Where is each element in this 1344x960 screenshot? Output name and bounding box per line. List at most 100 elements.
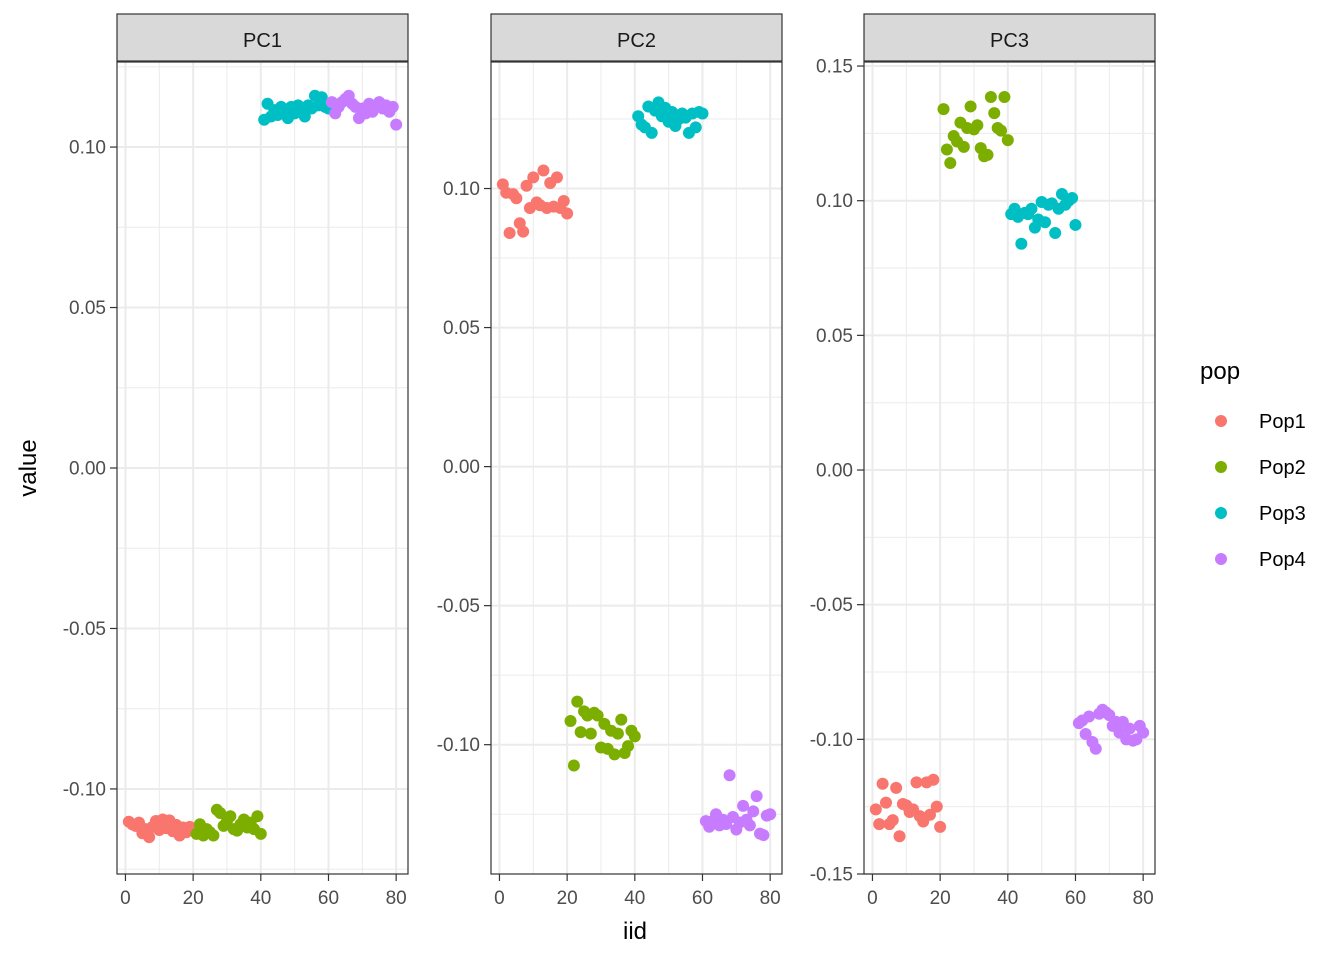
data-point [964,100,977,113]
x-axis-title: iid [623,918,647,945]
series-pop3 [1005,187,1082,250]
y-tick-label: 0.05 [816,326,853,347]
series-pop1 [122,813,200,844]
legend-label: Pop4 [1259,549,1306,571]
x-tick-label: 20 [183,888,204,909]
data-point [550,171,563,184]
y-tick-label: 0.10 [816,191,853,212]
y-tick-label: 0.15 [816,57,853,78]
data-point [689,121,702,134]
data-point [608,748,621,761]
x-axis-pc1: 0 20 40 60 80 [120,874,407,909]
data-point [869,803,882,816]
series-pop4 [1072,703,1150,755]
strip-label: PC1 [243,30,282,52]
data-point [737,799,750,812]
legend-label: Pop3 [1259,503,1306,525]
data-point [1025,202,1038,215]
gridlines-pc1 [117,62,408,874]
data-point [1066,192,1079,205]
series-pop1 [496,164,574,240]
data-point [510,192,523,205]
y-axis-title: value [15,439,42,496]
y-tick-label: 0.00 [69,459,106,480]
y-axis-pc2: -0.10 -0.05 0.00 0.05 0.10 [437,179,491,756]
data-point [1001,134,1014,147]
legend-entry-pop3: Pop3 [1215,503,1306,525]
data-point [251,810,264,823]
legend-key [1215,553,1227,565]
data-point [764,808,777,821]
data-point [723,769,736,782]
data-point [893,830,906,843]
data-point [298,110,311,123]
data-point [1069,218,1082,231]
points-pc2 [496,96,777,842]
y-axis-pc3: -0.15 -0.10 -0.05 0.00 0.05 0.10 0.15 [810,57,864,886]
data-point [628,730,641,743]
strip-background [863,13,1156,62]
data-point [873,818,886,831]
data-point [1089,742,1102,755]
data-point [923,808,936,821]
data-point [1079,727,1092,740]
legend: pop Pop1 Pop2 Pop3 Pop4 [1200,358,1306,571]
data-point [981,148,994,161]
y-tick-label: -0.10 [437,735,480,756]
y-tick-label: 0.00 [816,461,853,482]
data-point [940,143,953,156]
data-point [315,91,328,104]
x-tick-label: 80 [386,888,407,909]
data-point [988,107,1001,120]
y-tick-label: 0.00 [443,457,480,478]
data-point [386,100,399,113]
data-point [890,781,903,794]
data-point [517,225,530,238]
y-tick-label: -0.10 [810,730,853,751]
data-point [971,119,984,132]
data-point [214,807,227,820]
legend-label: Pop2 [1259,457,1306,479]
x-tick-label: 0 [120,888,131,909]
x-tick-label: 60 [1065,888,1086,909]
panel-border [490,61,783,875]
y-tick-label: -0.05 [63,619,106,640]
legend-entry-pop1: Pop1 [1215,411,1306,433]
strip-background [490,13,783,62]
data-point [696,107,709,120]
y-axis-pc1: -0.10 -0.05 0.00 0.05 0.10 [63,138,117,800]
data-point [886,814,899,827]
data-point [527,171,540,184]
strip-background [116,13,409,62]
x-axis-pc2: 0 20 40 60 80 [494,874,781,909]
points-pc3 [869,91,1150,843]
data-point [747,805,760,818]
x-tick-label: 80 [1133,888,1154,909]
legend-entry-pop4: Pop4 [1215,549,1306,571]
x-tick-label: 0 [494,888,505,909]
data-point [1049,227,1062,240]
data-point [561,207,574,220]
panel-pc2: PC2 -0.10 -0.05 0.00 0.05 0.10 0 20 40 60 80 [437,13,783,909]
data-point [1123,722,1136,735]
data-point [750,790,763,803]
data-point [910,776,923,789]
data-point [957,140,970,153]
data-point [1039,216,1052,229]
data-point [944,157,957,169]
series-pop4 [699,769,777,842]
data-point [584,727,597,740]
series-pop2 [190,803,267,842]
y-tick-label: 0.05 [443,318,480,339]
data-point [537,164,550,177]
gridlines-pc3 [864,62,1155,875]
data-point [571,695,584,708]
x-tick-label: 80 [760,888,781,909]
series-pop3 [258,89,335,126]
series-pop2 [937,91,1014,169]
data-point [520,179,533,192]
data-point [591,709,604,722]
panel-border [863,61,1156,875]
y-tick-label: -0.05 [810,595,853,616]
